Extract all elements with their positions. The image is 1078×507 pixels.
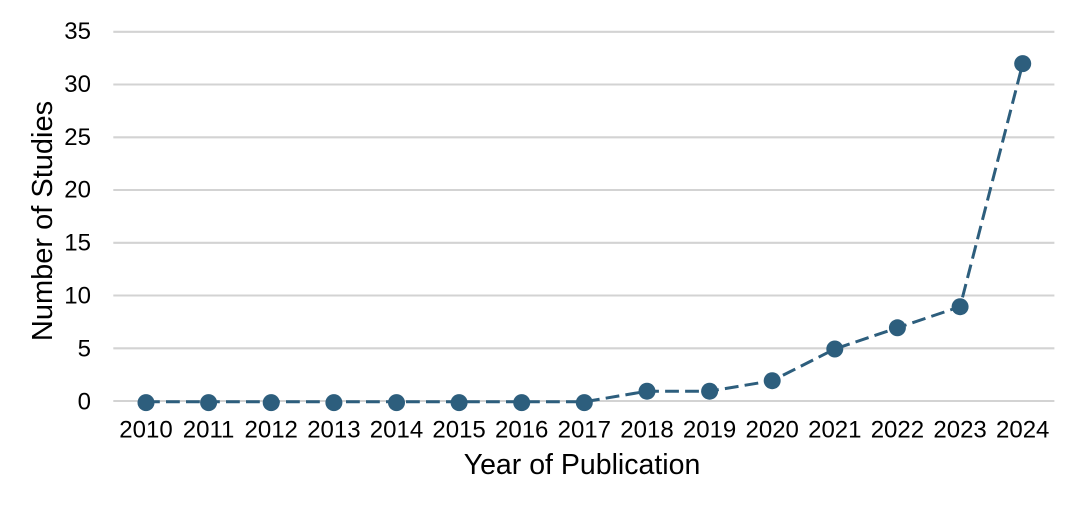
svg-text:2011: 2011 [183, 417, 235, 444]
svg-text:0: 0 [78, 388, 91, 415]
svg-text:2018: 2018 [620, 417, 673, 444]
svg-text:2020: 2020 [746, 417, 799, 444]
svg-text:5: 5 [78, 335, 91, 362]
svg-text:2021: 2021 [808, 417, 861, 444]
svg-text:30: 30 [64, 71, 91, 98]
svg-text:2016: 2016 [495, 417, 548, 444]
svg-text:2019: 2019 [683, 417, 736, 444]
svg-text:10: 10 [64, 283, 91, 310]
svg-text:2022: 2022 [871, 417, 924, 444]
svg-text:2017: 2017 [558, 417, 611, 444]
svg-text:2013: 2013 [307, 417, 360, 444]
svg-text:2014: 2014 [370, 417, 423, 444]
svg-text:2015: 2015 [432, 417, 485, 444]
svg-text:2023: 2023 [933, 417, 986, 444]
svg-text:35: 35 [64, 18, 91, 45]
svg-text:15: 15 [64, 230, 91, 257]
svg-text:2012: 2012 [245, 417, 298, 444]
svg-text:Number of Studies: Number of Studies [27, 101, 59, 341]
svg-text:2010: 2010 [119, 417, 172, 444]
svg-text:20: 20 [64, 177, 91, 204]
svg-text:Year of Publication: Year of Publication [464, 449, 701, 481]
svg-text:25: 25 [64, 124, 91, 151]
svg-text:2024: 2024 [996, 417, 1049, 444]
